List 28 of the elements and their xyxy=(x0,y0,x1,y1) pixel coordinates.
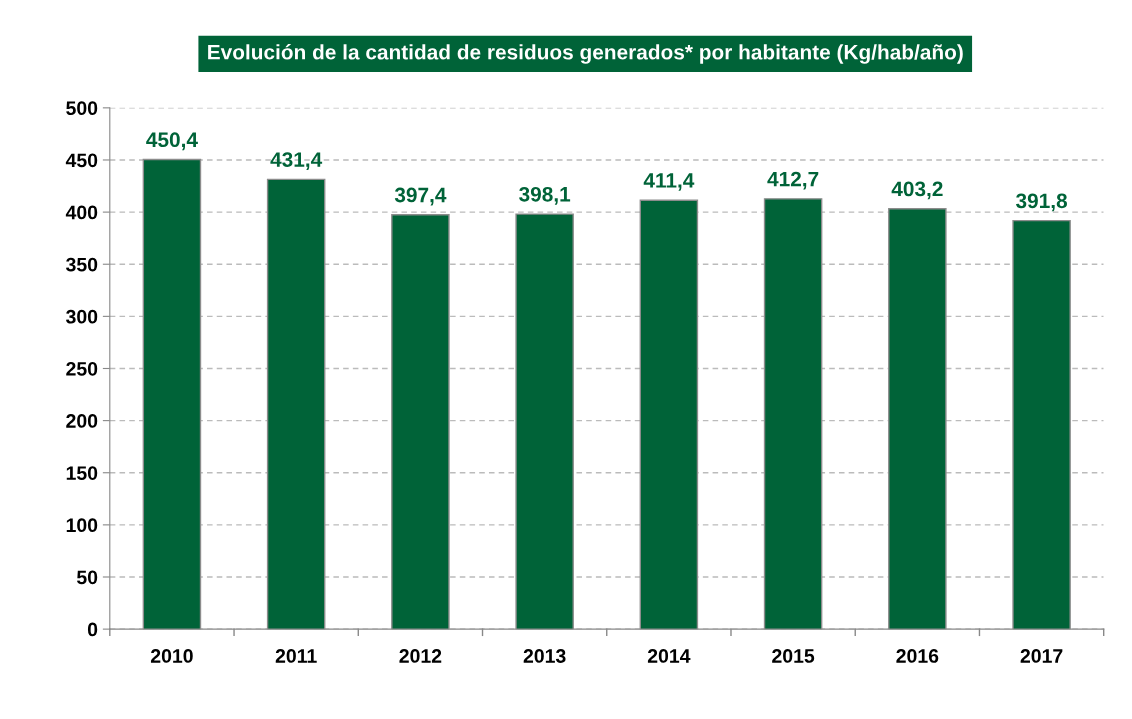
y-tick-label: 200 xyxy=(66,414,98,428)
y-tick-label: 250 xyxy=(66,361,98,376)
data-label: 391,8 xyxy=(1016,193,1068,212)
y-tick-label: 0 xyxy=(87,622,98,637)
chart-title: Evolución de la cantidad de residuos generados* por habitante (Kg/hab/año) xyxy=(208,44,963,64)
data-label: 412,7 xyxy=(767,171,819,190)
y-tick-label: 50 xyxy=(76,570,98,585)
x-tick-label: 2012 xyxy=(399,649,442,663)
x-tick-label: 2010 xyxy=(150,649,193,663)
data-label: 450,4 xyxy=(146,132,198,151)
y-tick-label: 350 xyxy=(66,257,98,272)
y-tick-label: 500 xyxy=(66,101,98,116)
data-label: 397,4 xyxy=(394,187,447,206)
y-tick-label: 300 xyxy=(66,309,98,324)
y-tick-label: 150 xyxy=(66,466,98,480)
data-label: 411,4 xyxy=(643,173,695,191)
y-tick-label: 100 xyxy=(66,518,98,533)
data-label: 398,1 xyxy=(519,186,571,205)
x-tick-label: 2011 xyxy=(275,649,317,663)
x-tick-label: 2013 xyxy=(523,649,566,663)
x-tick-label: 2014 xyxy=(647,649,691,663)
y-tick-label: 400 xyxy=(65,205,98,220)
data-label: 403,2 xyxy=(891,181,943,200)
y-tick-label: 450 xyxy=(65,153,98,168)
x-tick-label: 2016 xyxy=(896,649,939,663)
x-tick-label: 2017 xyxy=(1020,649,1063,663)
x-tick-label: 2015 xyxy=(772,649,815,663)
data-label: 431,4 xyxy=(270,152,323,170)
